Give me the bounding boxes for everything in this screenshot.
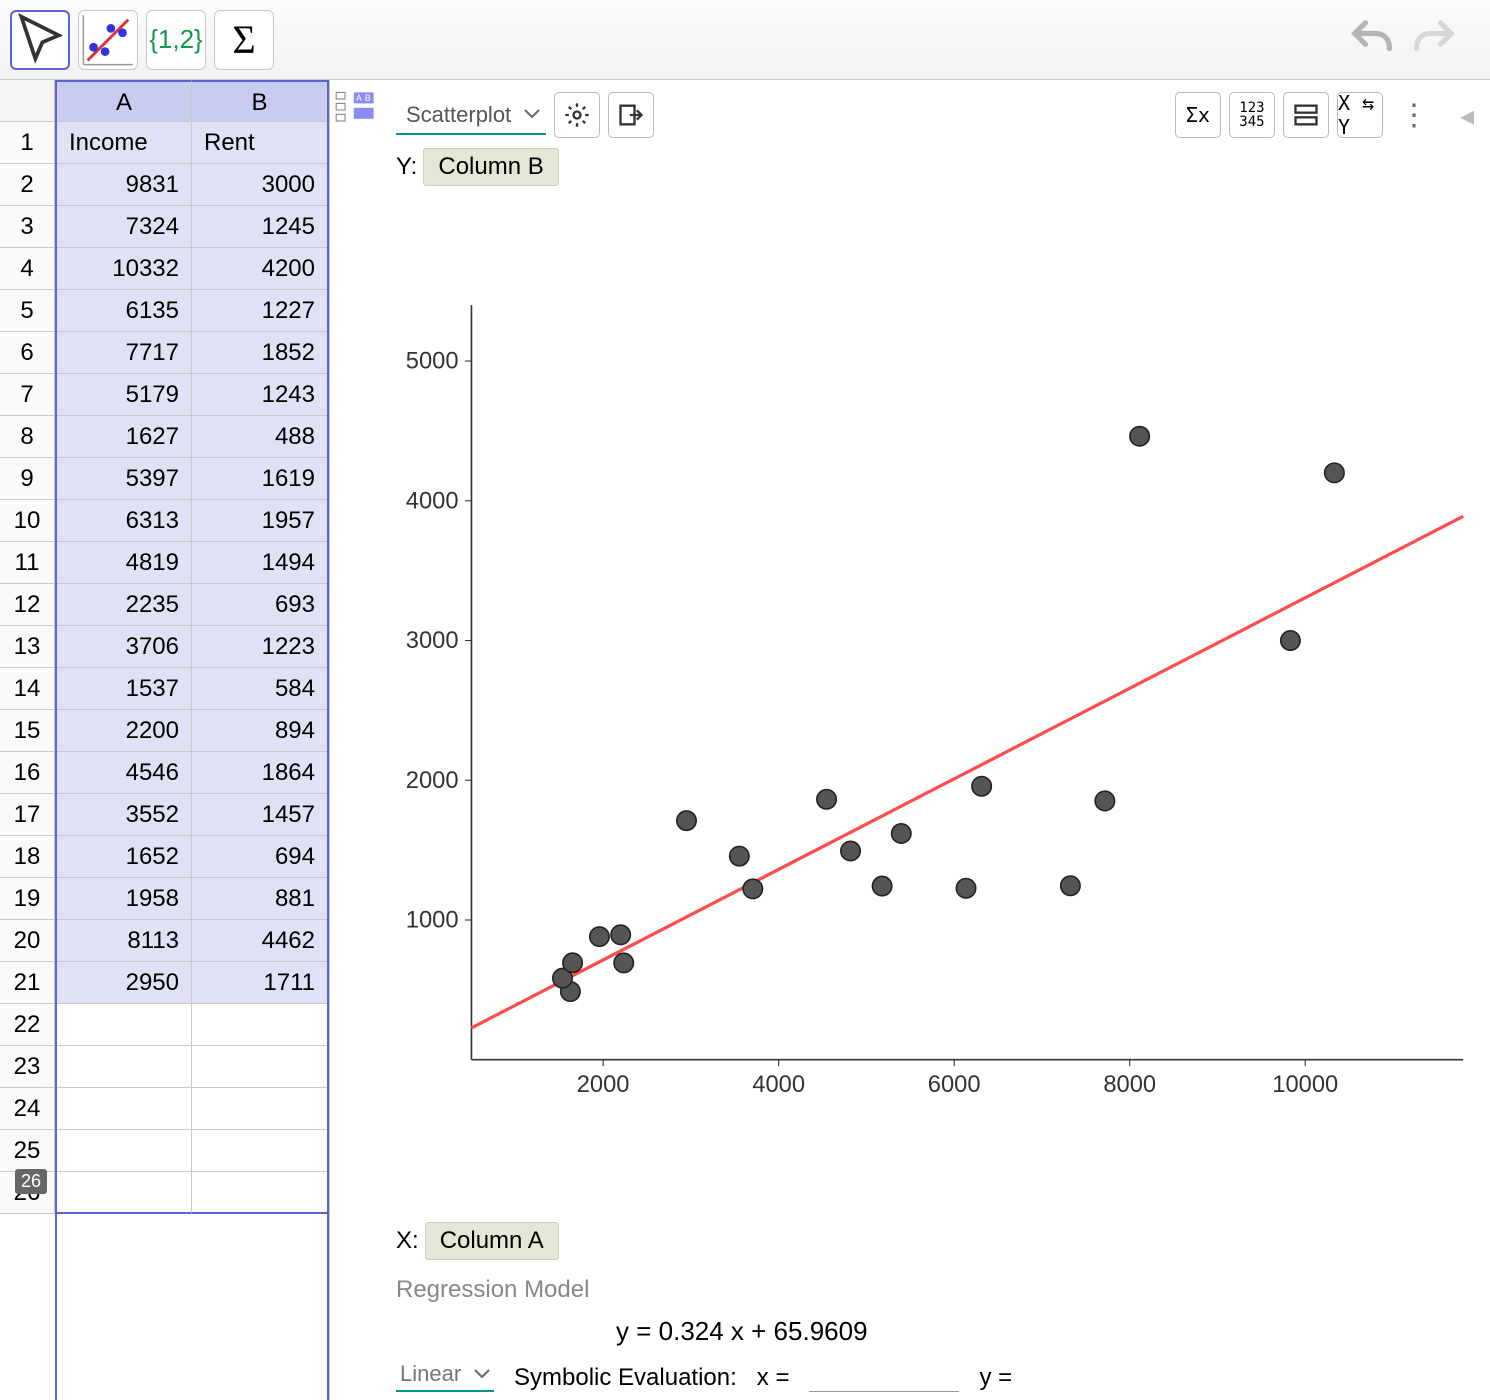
- y-axis-prefix: Y:: [396, 153, 417, 181]
- pointer-tool-button[interactable]: [10, 10, 70, 70]
- svg-text:A: A: [356, 93, 362, 103]
- plot-type-select[interactable]: Scatterplot: [396, 96, 546, 135]
- svg-text:10000: 10000: [1272, 1072, 1338, 1098]
- gear-icon: [563, 101, 591, 129]
- pointer-icon: [12, 12, 68, 68]
- spreadsheet[interactable]: 1234567891011121314151617181920212223242…: [0, 80, 330, 1400]
- export-icon: [617, 101, 645, 129]
- svg-text:B: B: [365, 93, 371, 103]
- y-equals-label: y =: [979, 1364, 1012, 1392]
- plot-toolbar: Scatterplot Σx 123345 X ⇆ Y ⋮ ◂: [396, 88, 1474, 142]
- regression-title: Regression Model: [396, 1276, 1474, 1304]
- x-input[interactable]: [809, 1361, 959, 1392]
- svg-text:4000: 4000: [406, 488, 459, 514]
- regression-equation: y = 0.324 x + 65.9609: [616, 1316, 1474, 1347]
- x-equals-label: x =: [757, 1364, 790, 1392]
- symbolic-eval-label: Symbolic Evaluation:: [514, 1364, 737, 1392]
- table-button[interactable]: 123345: [1229, 92, 1275, 138]
- export-button[interactable]: [608, 92, 654, 138]
- svg-text:2000: 2000: [406, 768, 459, 794]
- y-axis-label[interactable]: Column B: [423, 148, 558, 186]
- svg-text:5000: 5000: [406, 349, 459, 375]
- sigma-tool-button[interactable]: Σ: [214, 10, 274, 70]
- svg-text:6000: 6000: [928, 1072, 981, 1098]
- scatter-tool-icon: [79, 11, 137, 69]
- row-count-badge: 26: [15, 1169, 47, 1194]
- scatter-tool-button[interactable]: [78, 10, 138, 70]
- list-tool-button[interactable]: {1,2}: [146, 10, 206, 70]
- undo-icon[interactable]: [1346, 14, 1398, 66]
- scatter-chart[interactable]: 1000 2000 3000 4000 5000 2000 4000 6000 8000 1000…: [396, 192, 1474, 1216]
- svg-text:8000: 8000: [1103, 1072, 1156, 1098]
- stats-button[interactable]: Σx: [1175, 92, 1221, 138]
- layout-button[interactable]: [1283, 92, 1329, 138]
- swap-xy-button[interactable]: X ⇆ Y: [1337, 92, 1383, 138]
- x-axis-label[interactable]: Column A: [425, 1222, 559, 1260]
- gear-button[interactable]: [554, 92, 600, 138]
- redo-icon[interactable]: [1408, 14, 1460, 66]
- top-toolbar: {1,2} Σ: [0, 0, 1490, 80]
- panel-divider-icon[interactable]: A B: [330, 80, 380, 1400]
- regression-model-select[interactable]: Linear: [396, 1357, 494, 1392]
- collapse-panel-icon[interactable]: ◂: [1442, 99, 1474, 132]
- layout-icon: [1292, 101, 1320, 129]
- svg-text:4000: 4000: [752, 1072, 805, 1098]
- regression-section: Regression Model y = 0.324 x + 65.9609 L…: [396, 1266, 1474, 1392]
- svg-text:2000: 2000: [577, 1072, 630, 1098]
- svg-text:1000: 1000: [406, 908, 459, 934]
- more-menu-button[interactable]: ⋮: [1391, 98, 1434, 133]
- svg-text:3000: 3000: [406, 628, 459, 654]
- x-axis-prefix: X:: [396, 1227, 419, 1255]
